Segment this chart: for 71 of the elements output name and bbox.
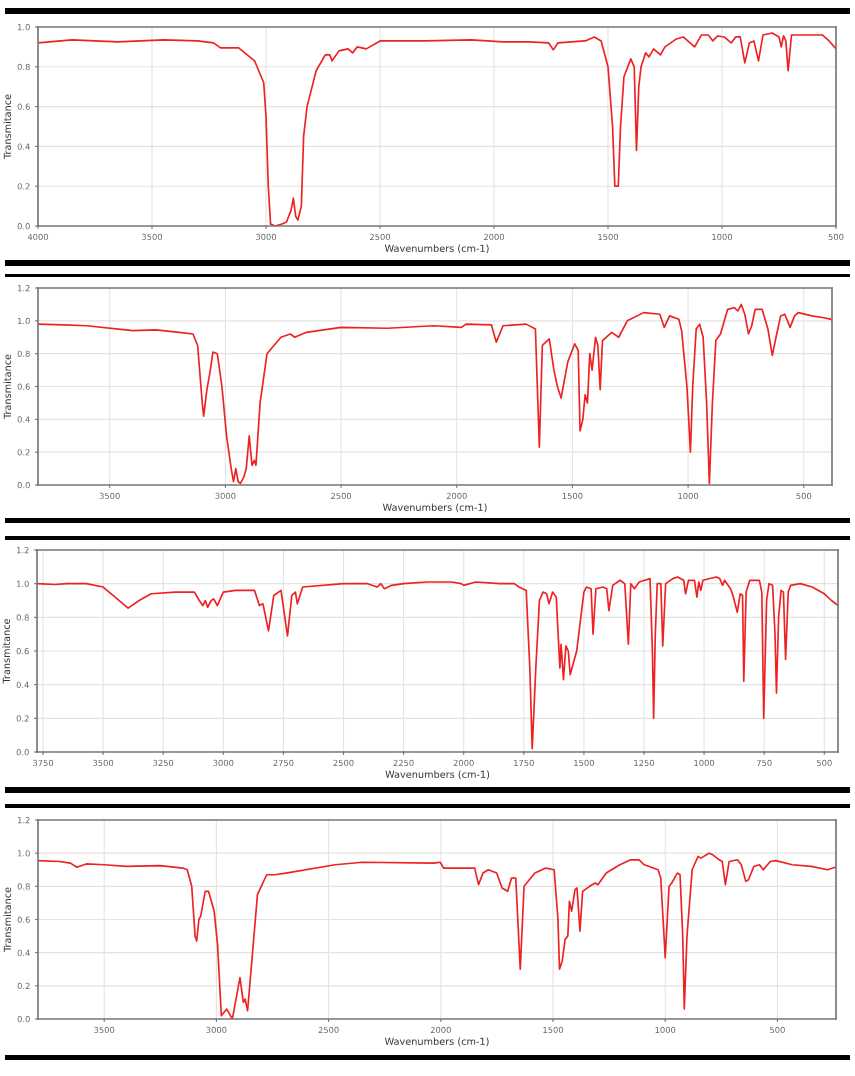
x-tick-label: 3500 <box>99 492 120 500</box>
y-tick-label: 0.4 <box>17 416 30 423</box>
y-tick-label: 1.0 <box>18 23 30 31</box>
x-tick-label: 1500 <box>562 492 583 500</box>
y-tick-label: 0.6 <box>17 383 30 390</box>
x-tick-label: 2000 <box>484 233 505 241</box>
y-axis-title: Transmitance <box>2 618 11 684</box>
y-tick-label: 0.8 <box>16 614 29 621</box>
x-tick-label: 3750 <box>33 759 54 767</box>
y-tick-label: 0.4 <box>16 681 29 688</box>
x-tick-label: 2000 <box>453 759 474 767</box>
x-tick-label: 500 <box>828 233 844 241</box>
x-tick-label: 1000 <box>712 233 733 241</box>
y-tick-label: 0.4 <box>17 143 30 150</box>
y-tick-label: 0.6 <box>17 103 30 110</box>
y-tick-label: 0.0 <box>17 222 30 230</box>
x-tick-label: 2500 <box>318 1026 339 1034</box>
y-tick-label: 1.2 <box>18 284 30 292</box>
x-tick-label: 3000 <box>213 759 234 767</box>
x-tick-label: 2750 <box>273 759 294 767</box>
x-tick-label: 1250 <box>634 759 655 767</box>
x-tick-label: 1000 <box>694 759 715 767</box>
x-tick-label: 750 <box>756 759 772 767</box>
x-tick-label: 500 <box>816 759 832 767</box>
x-tick-label: 1500 <box>598 233 619 241</box>
y-tick-label: 1.0 <box>17 580 29 587</box>
x-tick-label: 2500 <box>333 759 354 767</box>
x-tick-label: 3000 <box>215 492 236 500</box>
y-tick-label: 0.8 <box>17 883 30 890</box>
x-tick-label: 3500 <box>93 759 114 767</box>
x-tick-label: 1500 <box>574 759 594 767</box>
y-tick-label: 0.6 <box>17 916 30 923</box>
y-tick-label: 0.8 <box>17 63 30 71</box>
y-tick-label: 0.2 <box>17 449 30 456</box>
x-axis-title: Wavenumbers (cm-1) <box>384 244 489 254</box>
x-axis-title: Wavenumbers (cm-1) <box>382 503 487 513</box>
x-tick-label: 2500 <box>331 492 352 500</box>
y-tick-label: 0.2 <box>16 715 29 722</box>
y-tick-label: 0.2 <box>17 982 30 990</box>
x-tick-label: 3000 <box>206 1026 227 1034</box>
y-tick-label: 0.8 <box>17 350 30 357</box>
y-axis-title: Transmitance <box>3 354 12 420</box>
y-tick-label: 0.4 <box>17 949 30 956</box>
y-tick-label: 0.0 <box>16 748 29 756</box>
y-axis-title: Transmitance <box>3 94 12 160</box>
x-tick-label: 2000 <box>430 1026 451 1034</box>
x-tick-label: 500 <box>770 1026 785 1034</box>
x-tick-label: 3500 <box>94 1026 115 1034</box>
x-tick-label: 2500 <box>370 233 391 241</box>
y-tick-label: 0.0 <box>17 481 30 489</box>
x-tick-label: 1000 <box>678 492 699 500</box>
y-tick-label: 1.0 <box>18 317 30 325</box>
y-tick-label: 0.2 <box>17 183 30 190</box>
x-tick-label: 1750 <box>514 759 534 767</box>
x-tick-label: 3500 <box>142 233 163 241</box>
x-tick-label: 3000 <box>256 233 277 241</box>
x-tick-label: 3250 <box>153 759 174 767</box>
y-tick-label: 1.0 <box>18 850 30 857</box>
x-axis-title: Wavenumbers (cm-1) <box>384 1037 489 1047</box>
x-tick-label: 1000 <box>655 1026 676 1034</box>
x-tick-label: 500 <box>796 492 812 500</box>
x-tick-label: 1500 <box>543 1026 564 1034</box>
x-tick-label: 2000 <box>446 492 467 500</box>
y-tick-label: 0.6 <box>16 647 29 655</box>
y-axis-title: Transmitance <box>3 887 12 953</box>
x-tick-label: 4000 <box>27 233 49 241</box>
y-tick-label: 1.2 <box>17 546 29 554</box>
y-tick-label: 0.0 <box>17 1015 30 1023</box>
x-axis-title: Wavenumbers (cm-1) <box>385 770 490 780</box>
x-tick-label: 2250 <box>393 759 414 767</box>
y-tick-label: 1.2 <box>18 816 30 824</box>
